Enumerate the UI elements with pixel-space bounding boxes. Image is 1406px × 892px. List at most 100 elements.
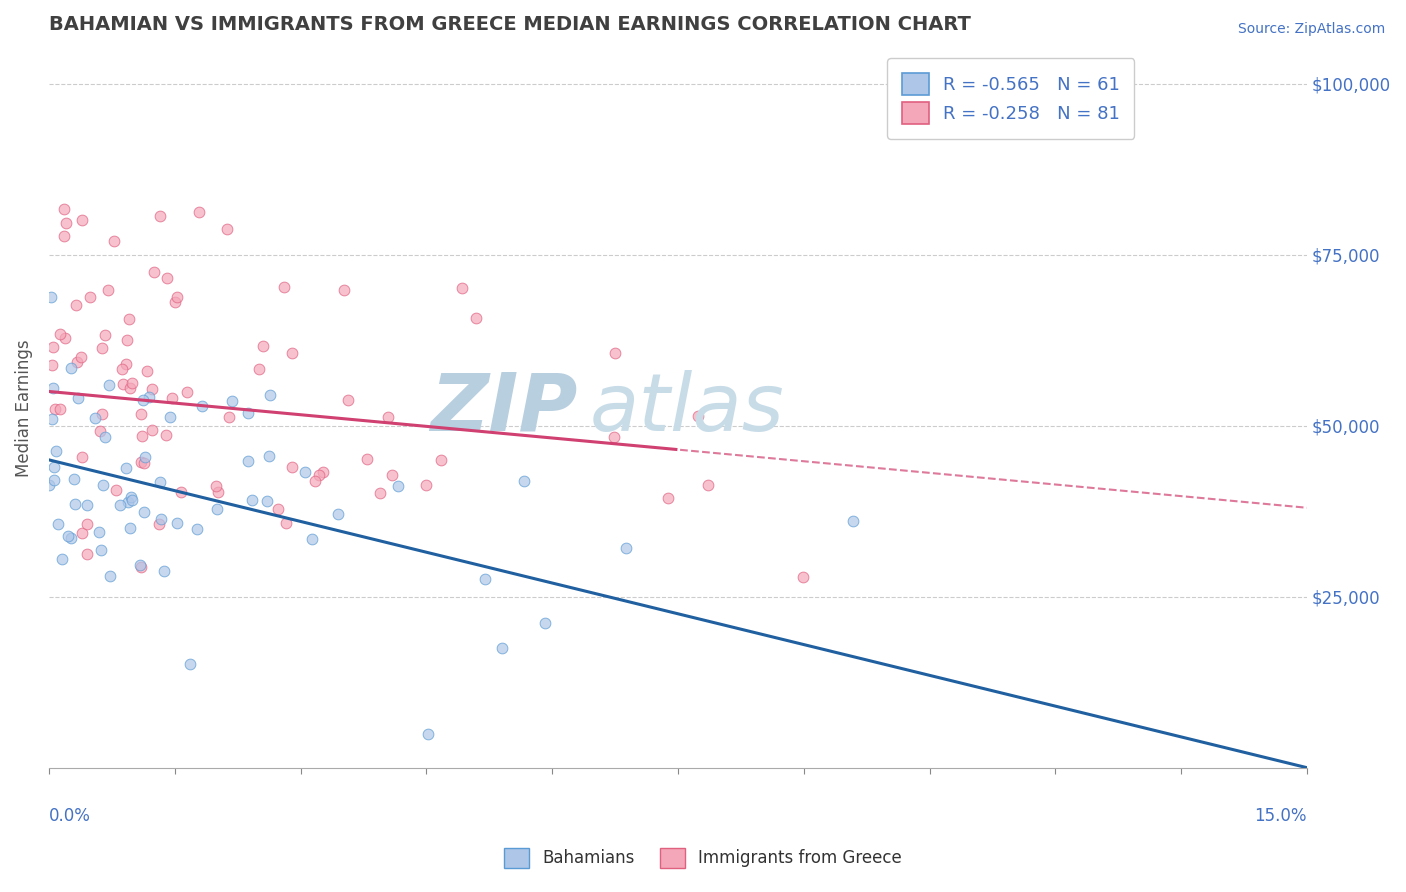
Point xyxy=(696,477,718,491)
Point xyxy=(603,430,626,444)
Point xyxy=(134,450,156,464)
Point xyxy=(430,452,453,467)
Point xyxy=(143,265,166,279)
Point xyxy=(377,409,399,424)
Point xyxy=(259,388,281,402)
Point xyxy=(141,424,163,438)
Point xyxy=(65,298,87,312)
Point xyxy=(42,381,65,395)
Point xyxy=(205,478,228,492)
Point xyxy=(332,283,354,297)
Legend: Bahamians, Immigrants from Greece: Bahamians, Immigrants from Greece xyxy=(498,841,908,875)
Point xyxy=(387,479,409,493)
Point xyxy=(236,453,259,467)
Point xyxy=(132,393,155,408)
Point xyxy=(120,520,142,534)
Point xyxy=(128,558,150,572)
Point xyxy=(301,532,323,546)
Point xyxy=(41,358,63,372)
Point xyxy=(45,443,67,458)
Point xyxy=(513,474,536,488)
Point xyxy=(474,572,496,586)
Point xyxy=(49,401,72,416)
Point xyxy=(53,229,76,244)
Point xyxy=(356,452,378,467)
Point xyxy=(252,339,274,353)
Point xyxy=(90,341,112,355)
Point xyxy=(76,516,98,531)
Point xyxy=(149,512,172,526)
Point xyxy=(76,547,98,561)
Point xyxy=(221,394,243,409)
Point xyxy=(186,522,208,536)
Point xyxy=(308,468,330,483)
Point xyxy=(273,280,295,294)
Point xyxy=(44,473,66,487)
Point xyxy=(614,541,637,555)
Point xyxy=(115,461,138,475)
Text: atlas: atlas xyxy=(591,369,785,448)
Point xyxy=(70,450,93,464)
Point xyxy=(166,516,188,530)
Point xyxy=(129,560,152,574)
Point xyxy=(89,525,111,540)
Point xyxy=(686,409,709,423)
Point xyxy=(129,454,152,468)
Point xyxy=(59,531,82,545)
Point xyxy=(155,428,177,442)
Text: BAHAMIAN VS IMMIGRANTS FROM GREECE MEDIAN EARNINGS CORRELATION CHART: BAHAMIAN VS IMMIGRANTS FROM GREECE MEDIA… xyxy=(49,15,972,34)
Point xyxy=(97,284,120,298)
Point xyxy=(166,290,188,304)
Point xyxy=(163,295,186,310)
Point xyxy=(141,382,163,396)
Point xyxy=(176,384,198,399)
Text: 15.0%: 15.0% xyxy=(1254,807,1308,825)
Point xyxy=(70,350,93,364)
Point xyxy=(115,358,138,372)
Point xyxy=(108,498,131,512)
Point xyxy=(38,478,60,492)
Point xyxy=(112,377,135,392)
Point xyxy=(121,493,143,508)
Point xyxy=(115,334,138,348)
Point xyxy=(148,517,170,532)
Point xyxy=(312,465,335,479)
Point xyxy=(465,310,488,325)
Point xyxy=(129,407,152,421)
Point xyxy=(657,491,679,505)
Point xyxy=(416,727,439,741)
Point xyxy=(91,478,114,492)
Point xyxy=(792,569,814,583)
Point xyxy=(103,234,125,248)
Point xyxy=(294,465,316,479)
Point xyxy=(44,402,66,417)
Point xyxy=(90,542,112,557)
Point xyxy=(131,429,153,443)
Point xyxy=(534,615,557,630)
Point xyxy=(67,391,90,405)
Point xyxy=(450,281,472,295)
Point xyxy=(238,405,260,419)
Point xyxy=(117,494,139,508)
Point xyxy=(603,346,626,360)
Point xyxy=(132,456,155,470)
Point xyxy=(76,498,98,512)
Point xyxy=(217,222,239,236)
Point xyxy=(149,475,172,489)
Point xyxy=(100,568,122,582)
Point xyxy=(111,362,134,376)
Point xyxy=(218,409,240,424)
Point xyxy=(41,340,63,354)
Point xyxy=(48,326,70,341)
Text: ZIP: ZIP xyxy=(430,369,578,448)
Point xyxy=(39,290,62,304)
Point xyxy=(42,459,65,474)
Point xyxy=(121,376,143,391)
Point xyxy=(53,202,76,216)
Point xyxy=(105,483,128,497)
Point xyxy=(205,501,228,516)
Point xyxy=(120,490,142,504)
Point xyxy=(328,507,350,521)
Point xyxy=(90,407,112,421)
Point xyxy=(240,492,263,507)
